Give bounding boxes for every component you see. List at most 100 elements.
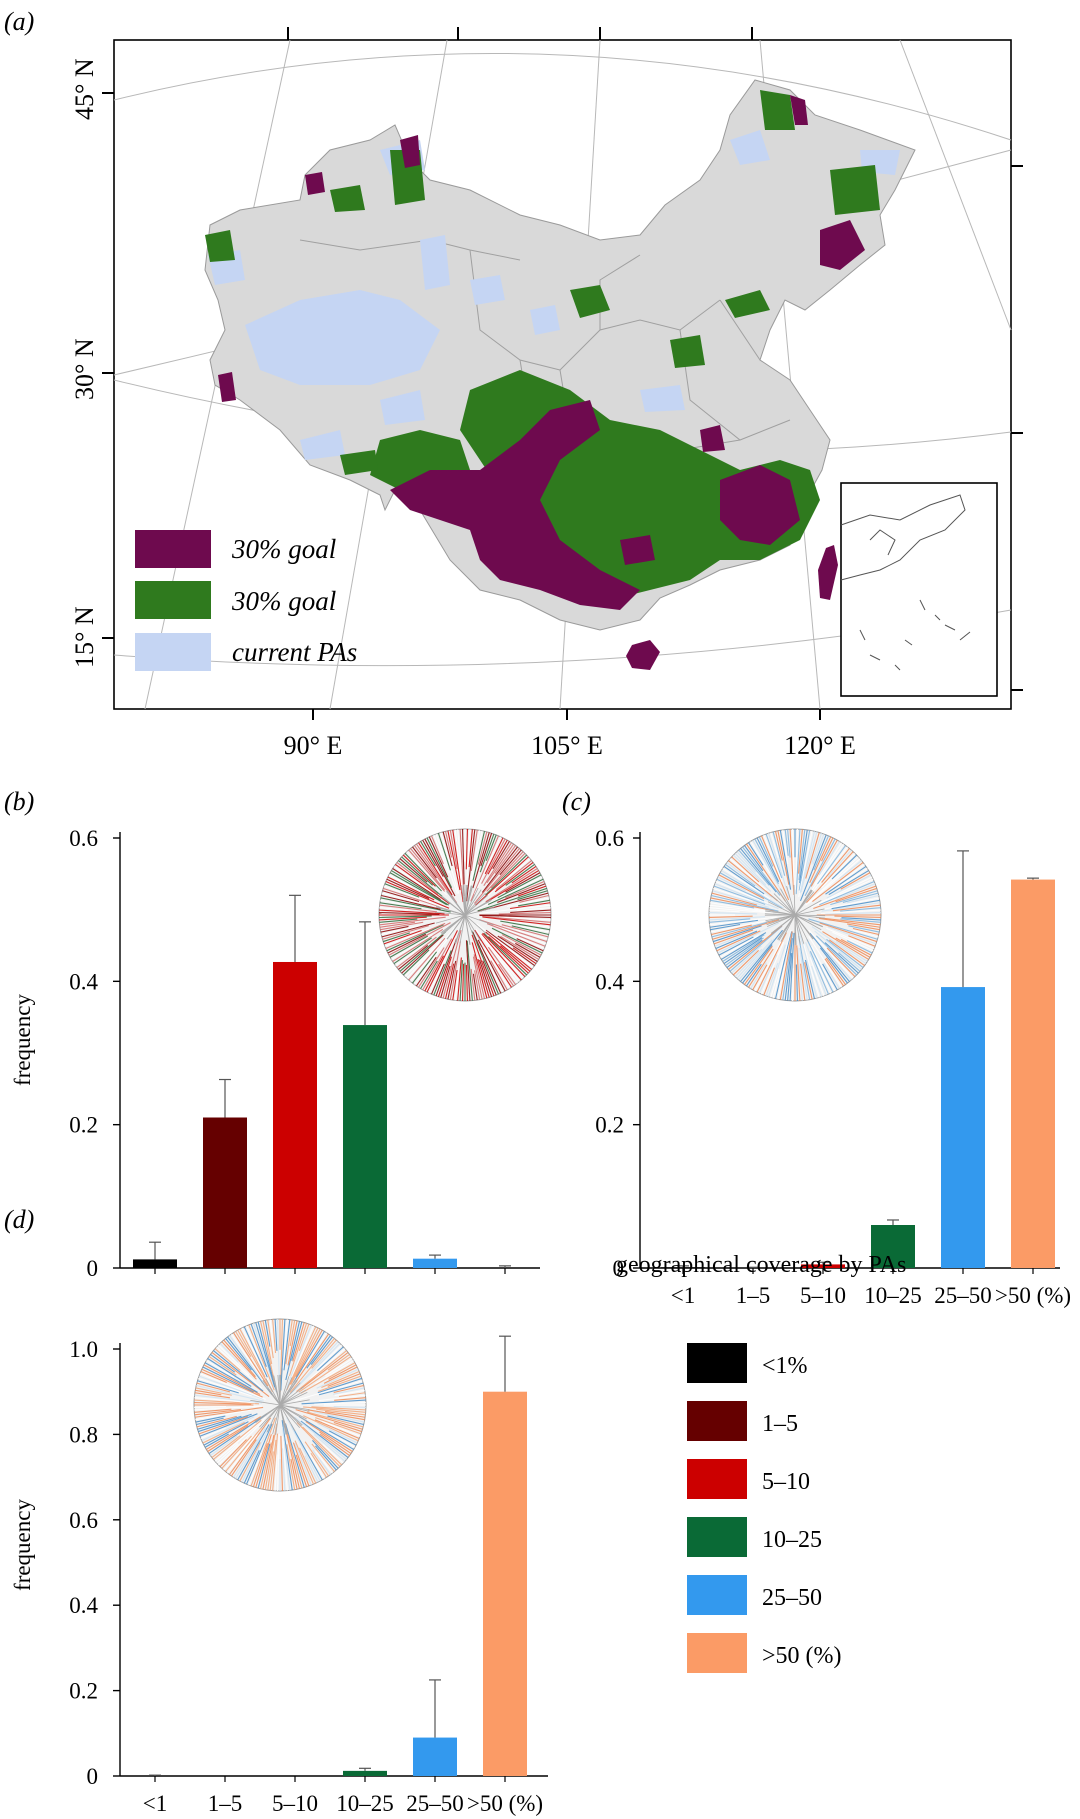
phylogeny-branch [304, 1455, 319, 1483]
phylogeny-branch [478, 919, 547, 943]
phylogeny-branch [449, 941, 461, 1000]
phylogeny-branch [709, 916, 777, 926]
phylogeny-branch [289, 1320, 296, 1347]
chart-c: 0 0.2 0.4 0.6 <1 1–5 5–10 10–25 25–50 >50 (%) [595, 826, 1071, 1308]
phylogeny-branch [310, 1336, 333, 1365]
phylogeny-stem [279, 1376, 290, 1406]
phylogeny-branch [495, 860, 532, 890]
phylogeny-branch [290, 1424, 323, 1481]
phylogeny-branch [718, 936, 754, 956]
map-legend-label-goal-purple: 30% goal [231, 534, 336, 564]
phylogeny-branch [810, 945, 836, 992]
phylogeny-branch [520, 925, 550, 933]
y-tick-label: 0.6 [69, 1508, 98, 1533]
phylogeny-branch [499, 849, 522, 876]
map-inset-frame [840, 482, 998, 697]
phylogeny-branch [379, 916, 446, 926]
phylogeny-branch [379, 902, 422, 910]
phylogeny-branch [310, 1452, 327, 1478]
phylogeny-stem [279, 1389, 307, 1406]
phylogeny-branch [250, 1323, 267, 1367]
phylogeny-branch [204, 1362, 258, 1393]
phylogeny-branch [392, 928, 444, 962]
coverage-legend-title: geographical coverage by PAs [616, 1252, 906, 1278]
phylogeny-branch [194, 1392, 231, 1399]
phylogeny-branch [822, 931, 869, 960]
phylogeny-branch [428, 836, 449, 878]
phylogeny-branch [267, 1319, 274, 1359]
phylogeny-branch [852, 927, 879, 936]
phylogeny-branch [313, 1434, 346, 1462]
phylogeny-stem [464, 914, 481, 942]
phylogeny-branch [841, 917, 881, 921]
phylogeny-branch [243, 1326, 268, 1378]
phylogeny-branch [482, 932, 526, 978]
phylogeny-branch [269, 1319, 275, 1352]
phylogeny-branch [831, 899, 880, 910]
phylogeny-branch [281, 1426, 291, 1491]
phylogeny-branch [380, 921, 424, 931]
phylogeny-stem [279, 1392, 308, 1406]
phylogeny-branch [194, 1394, 263, 1404]
phylogeny-branch [433, 950, 452, 996]
map-legend-swatch-goal-green [135, 581, 211, 619]
phylogeny-branch [282, 1436, 288, 1491]
phylogeny-branch [734, 948, 763, 978]
phylogeny-branch [831, 854, 858, 880]
phylogeny-stem [464, 885, 473, 916]
x-tick-label: 5–10 [272, 1791, 318, 1816]
phylogeny-branch [318, 1382, 364, 1396]
phylogeny-branch [765, 962, 779, 997]
phylogeny-branch [848, 925, 880, 933]
phylogeny-branch [295, 1380, 363, 1401]
phylogeny-branch [307, 1409, 365, 1421]
phylogeny-branch [798, 829, 806, 881]
phylogeny-branch [709, 904, 766, 913]
x-tick-label: >50 (%) [467, 1791, 543, 1816]
phylogeny-branch [316, 1408, 366, 1416]
phylogeny-branch [213, 1419, 262, 1460]
phylogeny-branch [847, 923, 880, 931]
phylogeny-branch [796, 945, 801, 1001]
phylogeny-branch [391, 934, 433, 960]
phylogeny-branch [723, 866, 765, 895]
phylogeny-branch [471, 934, 495, 997]
phylogeny-branch [516, 907, 551, 912]
phylogeny-branch [477, 876, 543, 910]
phylogeny-branch [306, 1335, 331, 1369]
phylogeny-branch [728, 860, 778, 902]
phylogeny-branch [500, 935, 539, 960]
phylogeny-branch [233, 1427, 266, 1478]
phylogeny-branch [414, 931, 453, 985]
y-tick-label: 0.6 [69, 826, 98, 851]
phylogeny-branch [422, 938, 453, 991]
phylogeny-branch [380, 899, 421, 908]
phylogeny-branch [835, 940, 868, 962]
phylogeny-branch [198, 1377, 253, 1397]
phylogeny-branch [494, 845, 516, 874]
phylogeny-branch [311, 1406, 366, 1411]
phylogeny-branch [798, 830, 811, 891]
phylogeny-branch [821, 909, 881, 915]
phylogeny-branch [225, 1427, 262, 1472]
phylogeny-branch [311, 1339, 337, 1369]
phylogeny-branch [471, 942, 488, 999]
chart-b: 0 0.2 0.4 0.6 frequency [10, 826, 540, 1281]
phylogeny-branch [384, 928, 430, 947]
phylogeny-branch [199, 1373, 266, 1400]
phylogeny-branch [473, 848, 520, 904]
phylogeny-branch [317, 1422, 358, 1444]
phylogeny-branch [842, 892, 879, 903]
phylogeny-stem [459, 914, 466, 945]
phylogeny-branch [196, 1417, 224, 1426]
panel-label-d: (d) [4, 1205, 34, 1234]
phylogeny-branch [323, 1366, 358, 1384]
phylogeny-branch [401, 934, 444, 974]
phylogeny-branch [710, 899, 755, 909]
bar-<1 [133, 1259, 177, 1268]
phylogeny-branch [471, 830, 483, 882]
phylogeny-branch [221, 1435, 252, 1469]
map-legend-label-current-pa: current PAs [232, 637, 357, 667]
phylogeny-branch [214, 1348, 241, 1371]
